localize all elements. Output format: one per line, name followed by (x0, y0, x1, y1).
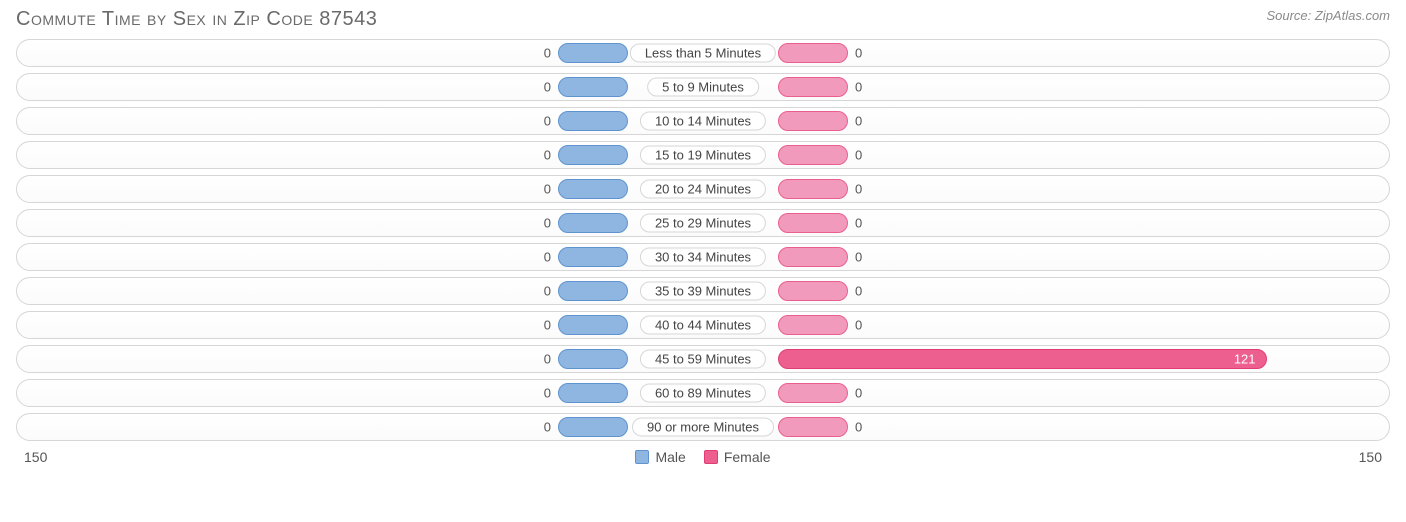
chart-row: 10 to 14 Minutes 0 0 (16, 107, 1390, 135)
chart-row: 30 to 34 Minutes 0 0 (16, 243, 1390, 271)
legend: Male Female (635, 449, 770, 465)
male-bar (558, 315, 628, 335)
male-value: 0 (544, 284, 551, 299)
chart-footer: 150 Male Female 150 (0, 447, 1406, 465)
row-category-label: 40 to 44 Minutes (640, 316, 766, 335)
male-value: 0 (544, 386, 551, 401)
female-bar (778, 383, 848, 403)
female-bar (778, 213, 848, 233)
male-value: 0 (544, 216, 551, 231)
chart-row: 25 to 29 Minutes 0 0 (16, 209, 1390, 237)
male-value: 0 (544, 352, 551, 367)
male-value: 0 (544, 46, 551, 61)
row-category-label: 25 to 29 Minutes (640, 214, 766, 233)
chart-source: Source: ZipAtlas.com (1266, 8, 1390, 23)
male-bar (558, 247, 628, 267)
female-bar (778, 247, 848, 267)
axis-left-max: 150 (24, 449, 47, 465)
female-value: 0 (855, 216, 862, 231)
row-category-label: 5 to 9 Minutes (647, 78, 759, 97)
female-value: 0 (855, 250, 862, 265)
male-bar (558, 77, 628, 97)
male-bar (558, 179, 628, 199)
male-value: 0 (544, 420, 551, 435)
female-value: 0 (855, 148, 862, 163)
female-value: 0 (855, 284, 862, 299)
female-value: 0 (855, 182, 862, 197)
chart-row: 90 or more Minutes 0 0 (16, 413, 1390, 441)
female-value: 0 (855, 386, 862, 401)
male-value: 0 (544, 182, 551, 197)
male-bar (558, 43, 628, 63)
row-category-label: 15 to 19 Minutes (640, 146, 766, 165)
female-bar (778, 43, 848, 63)
female-swatch-icon (704, 450, 718, 464)
male-bar (558, 417, 628, 437)
male-value: 0 (544, 250, 551, 265)
row-category-label: 30 to 34 Minutes (640, 248, 766, 267)
row-category-label: 35 to 39 Minutes (640, 282, 766, 301)
chart-row: 15 to 19 Minutes 0 0 (16, 141, 1390, 169)
female-value: 0 (855, 46, 862, 61)
male-bar (558, 349, 628, 369)
chart-row: Less than 5 Minutes 0 0 (16, 39, 1390, 67)
female-value: 0 (855, 114, 862, 129)
row-category-label: 45 to 59 Minutes (640, 350, 766, 369)
chart-row: 5 to 9 Minutes 0 0 (16, 73, 1390, 101)
legend-item-female: Female (704, 449, 771, 465)
chart-title: Commute Time by Sex in Zip Code 87543 (16, 8, 377, 31)
male-value: 0 (544, 114, 551, 129)
female-bar (778, 417, 848, 437)
female-bar (778, 145, 848, 165)
female-value: 0 (855, 80, 862, 95)
row-category-label: 10 to 14 Minutes (640, 112, 766, 131)
legend-label-female: Female (724, 449, 771, 465)
chart-row: 40 to 44 Minutes 0 0 (16, 311, 1390, 339)
male-bar (558, 281, 628, 301)
legend-item-male: Male (635, 449, 685, 465)
male-swatch-icon (635, 450, 649, 464)
chart-area: Less than 5 Minutes005 to 9 Minutes0010 … (0, 35, 1406, 441)
male-value: 0 (544, 318, 551, 333)
chart-row: 60 to 89 Minutes 0 0 (16, 379, 1390, 407)
row-category-label: 90 or more Minutes (632, 418, 774, 437)
male-bar (558, 383, 628, 403)
row-category-label: 60 to 89 Minutes (640, 384, 766, 403)
female-bar (778, 349, 1267, 369)
female-bar (778, 77, 848, 97)
legend-label-male: Male (655, 449, 685, 465)
axis-right-max: 150 (1359, 449, 1382, 465)
male-bar (558, 111, 628, 131)
female-value: 0 (855, 318, 862, 333)
chart-row: 45 to 59 Minutes 0 121 (16, 345, 1390, 373)
female-bar (778, 315, 848, 335)
male-bar (558, 145, 628, 165)
male-value: 0 (544, 148, 551, 163)
row-category-label: 20 to 24 Minutes (640, 180, 766, 199)
female-bar (778, 281, 848, 301)
male-value: 0 (544, 80, 551, 95)
female-bar (778, 179, 848, 199)
female-value: 0 (855, 420, 862, 435)
chart-row: 35 to 39 Minutes 0 0 (16, 277, 1390, 305)
chart-header: Commute Time by Sex in Zip Code 87543 So… (0, 0, 1406, 35)
row-category-label: Less than 5 Minutes (630, 44, 776, 63)
chart-row: 20 to 24 Minutes 0 0 (16, 175, 1390, 203)
male-bar (558, 213, 628, 233)
female-bar (778, 111, 848, 131)
female-value: 121 (1234, 352, 1256, 367)
